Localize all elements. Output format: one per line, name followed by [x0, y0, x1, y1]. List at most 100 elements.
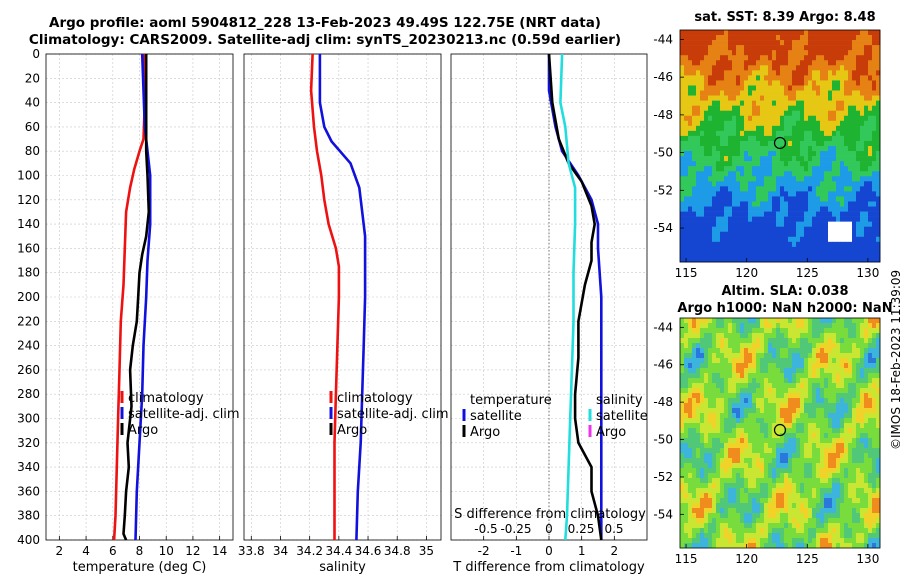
map-cell — [712, 120, 717, 127]
map-cell — [756, 328, 761, 334]
map-cell — [840, 463, 845, 469]
map-cell — [776, 191, 781, 197]
map-cell — [692, 40, 697, 46]
map-cell — [856, 241, 861, 248]
map-cell — [736, 251, 741, 258]
map-cell — [700, 181, 705, 187]
map-cell — [808, 508, 813, 514]
map-cell — [748, 413, 753, 419]
map-cell — [868, 348, 873, 354]
map-cell — [864, 543, 869, 549]
map-cell — [724, 498, 729, 504]
map-cell — [792, 513, 797, 519]
x-tick-label: 34.8 — [384, 544, 411, 558]
map-cell — [808, 428, 813, 434]
map-cell — [872, 433, 877, 439]
map-cell — [748, 135, 753, 142]
map-cell — [800, 493, 805, 499]
map-cell — [792, 483, 797, 489]
map-cell — [788, 236, 793, 243]
map-cell — [720, 473, 725, 479]
map-cell — [768, 333, 773, 339]
map-cell — [752, 358, 757, 364]
map-cell — [852, 358, 857, 364]
map-cell — [820, 166, 825, 172]
map-cell — [748, 130, 753, 137]
map-cell — [872, 85, 877, 91]
map-cell — [724, 338, 729, 344]
map-cell — [680, 408, 685, 414]
lon-tick-label: 115 — [675, 552, 698, 566]
map-cell — [720, 50, 725, 56]
map-cell — [756, 211, 761, 217]
map-cell — [732, 181, 737, 187]
map-cell — [764, 176, 769, 182]
map-cell — [744, 363, 749, 369]
map-cell — [840, 196, 845, 202]
map-cell — [684, 246, 689, 253]
map-cell — [848, 176, 853, 182]
map-cell — [708, 251, 713, 258]
map-cell — [780, 181, 785, 187]
map-cell — [824, 378, 829, 384]
map-cell — [824, 221, 829, 227]
map-cell — [828, 358, 833, 364]
map-cell — [788, 428, 793, 434]
map-cell — [744, 186, 749, 192]
map-cell — [784, 418, 789, 424]
map-cell — [784, 211, 789, 217]
map-cell — [684, 468, 689, 474]
map-cell — [800, 161, 805, 167]
map-cell — [856, 201, 861, 207]
map-cell — [848, 418, 853, 424]
map-cell — [692, 176, 697, 182]
map-cell — [828, 100, 833, 106]
map-cell — [772, 241, 777, 248]
map-cell — [680, 206, 685, 212]
map-cell — [804, 333, 809, 339]
map-cell — [696, 403, 701, 409]
map-cell — [812, 393, 817, 399]
map-cell — [692, 468, 697, 474]
map-cell — [696, 428, 701, 434]
map-cell — [732, 433, 737, 439]
map-cell — [820, 503, 825, 509]
map-cell — [748, 383, 753, 389]
map-cell — [704, 105, 709, 111]
map-cell — [844, 251, 849, 258]
map-cell — [712, 100, 717, 106]
map-cell — [700, 338, 705, 344]
map-cell — [732, 418, 737, 424]
map-cell — [688, 483, 693, 489]
map-cell — [696, 80, 701, 86]
map-cell — [736, 353, 741, 359]
map-cell — [820, 368, 825, 374]
map-cell — [864, 443, 869, 449]
map-cell — [848, 85, 853, 91]
map-cell — [684, 100, 689, 106]
map-cell — [784, 176, 789, 182]
map-cell — [752, 100, 757, 106]
map-cell — [772, 443, 777, 449]
map-cell — [788, 423, 793, 429]
map-cell — [776, 251, 781, 258]
map-cell — [872, 45, 877, 51]
map-cell — [700, 373, 705, 379]
map-cell — [776, 423, 781, 429]
map-cell — [824, 388, 829, 394]
map-cell — [844, 508, 849, 514]
map-cell — [740, 115, 745, 122]
map-cell — [856, 231, 861, 238]
map-cell — [804, 130, 809, 137]
map-cell — [688, 196, 693, 202]
map-cell — [808, 176, 813, 182]
map-cell — [820, 130, 825, 137]
map-cell — [688, 256, 693, 263]
map-cell — [728, 388, 733, 394]
map-cell — [852, 348, 857, 354]
map-cell — [768, 353, 773, 359]
map-cell — [748, 176, 753, 182]
map-cell — [692, 90, 697, 96]
map-cell — [688, 418, 693, 424]
map-cell — [800, 70, 805, 76]
